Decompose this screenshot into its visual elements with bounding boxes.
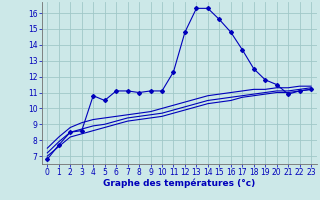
X-axis label: Graphe des températures (°c): Graphe des températures (°c) bbox=[103, 179, 255, 188]
